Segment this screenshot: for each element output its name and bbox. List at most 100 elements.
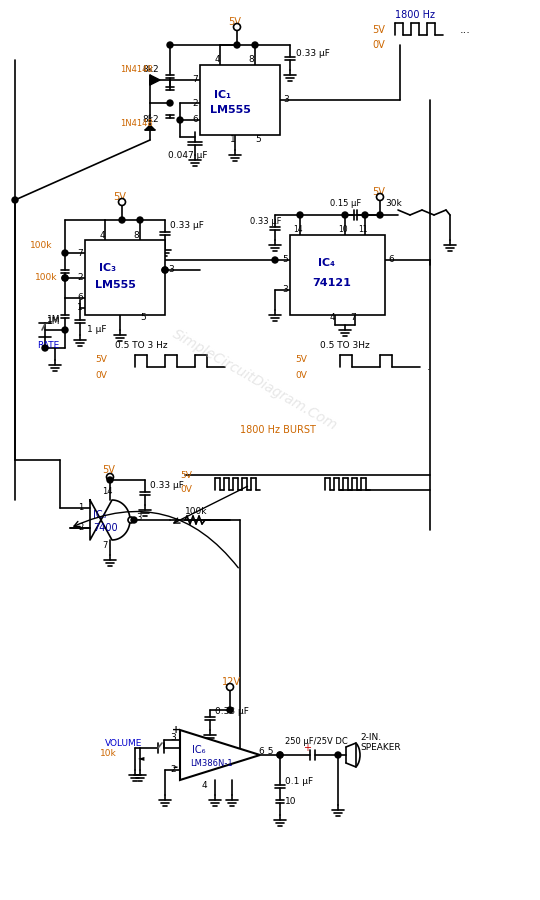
Text: 3: 3 — [282, 285, 288, 294]
Text: 8: 8 — [248, 56, 254, 65]
Text: 0.1 μF: 0.1 μF — [285, 778, 313, 787]
Circle shape — [297, 212, 303, 218]
Text: 0.33 μF: 0.33 μF — [296, 49, 330, 58]
Circle shape — [119, 217, 125, 223]
Circle shape — [62, 275, 68, 281]
Circle shape — [107, 477, 113, 483]
Text: 14: 14 — [293, 226, 302, 235]
Circle shape — [42, 345, 48, 351]
Circle shape — [62, 250, 68, 256]
Text: 100k: 100k — [185, 508, 207, 517]
Text: SimpleCircuitDiagram.Com: SimpleCircuitDiagram.Com — [170, 327, 340, 433]
Text: ...: ... — [460, 25, 471, 35]
Text: 1 μF: 1 μF — [87, 326, 106, 335]
Text: 0.33 μF: 0.33 μF — [215, 707, 249, 716]
Text: 7400: 7400 — [93, 523, 118, 533]
Text: 6: 6 — [388, 256, 394, 265]
Text: 1: 1 — [78, 503, 83, 512]
Circle shape — [342, 212, 348, 218]
Circle shape — [162, 267, 168, 273]
Text: 0.047 μF: 0.047 μF — [168, 150, 207, 159]
Text: 2: 2 — [77, 274, 83, 283]
Text: 4: 4 — [100, 230, 106, 239]
Text: 5: 5 — [262, 748, 273, 757]
Circle shape — [167, 42, 173, 48]
Circle shape — [12, 197, 18, 203]
Circle shape — [167, 100, 173, 106]
Text: 10k: 10k — [100, 749, 117, 758]
Text: 1N4148: 1N4148 — [120, 119, 153, 128]
Text: 30k: 30k — [385, 199, 402, 208]
Text: 1800 Hz BURST: 1800 Hz BURST — [240, 425, 316, 435]
Circle shape — [277, 752, 283, 758]
Circle shape — [226, 683, 233, 690]
Text: 1800 Hz: 1800 Hz — [395, 10, 435, 20]
Circle shape — [377, 212, 383, 218]
Text: 4: 4 — [202, 780, 207, 789]
Text: 250 μF/25V DC: 250 μF/25V DC — [285, 737, 348, 746]
Text: SPEAKER: SPEAKER — [360, 742, 401, 752]
Text: 4: 4 — [330, 313, 336, 322]
Circle shape — [362, 212, 368, 218]
Text: 0V: 0V — [372, 40, 384, 50]
Polygon shape — [180, 730, 260, 780]
Circle shape — [177, 117, 183, 123]
Text: 0.5 TO 3Hz: 0.5 TO 3Hz — [320, 340, 370, 349]
Text: 8k2: 8k2 — [142, 115, 159, 124]
Text: 3: 3 — [283, 95, 289, 104]
Circle shape — [128, 517, 134, 523]
Text: 0V: 0V — [95, 371, 107, 380]
Text: 7: 7 — [350, 313, 356, 322]
Text: 5V: 5V — [372, 187, 385, 197]
Text: 5: 5 — [255, 136, 261, 145]
Text: 0V: 0V — [295, 371, 307, 380]
Circle shape — [137, 217, 143, 223]
Text: LM386N-1: LM386N-1 — [190, 759, 233, 768]
Circle shape — [62, 275, 68, 281]
Text: 4: 4 — [215, 56, 221, 65]
Circle shape — [106, 473, 113, 481]
Text: 1M: 1M — [47, 316, 60, 325]
Text: 2: 2 — [170, 766, 176, 775]
Text: LM555: LM555 — [95, 280, 136, 290]
Text: 5V: 5V — [180, 471, 192, 480]
Text: 5V: 5V — [372, 25, 385, 35]
Polygon shape — [145, 125, 155, 130]
Circle shape — [118, 199, 125, 205]
Text: ◄: ◄ — [138, 753, 145, 762]
Text: 100k: 100k — [30, 240, 52, 249]
Text: 1: 1 — [77, 303, 83, 312]
Text: 7: 7 — [77, 248, 83, 257]
Circle shape — [131, 517, 137, 523]
Text: 12V: 12V — [222, 677, 241, 687]
Text: 5V: 5V — [113, 192, 126, 202]
Circle shape — [277, 752, 283, 758]
Text: IC₁: IC₁ — [214, 90, 231, 100]
Text: IC₃: IC₃ — [99, 263, 116, 273]
Text: RATE: RATE — [37, 340, 59, 349]
Text: 6: 6 — [258, 748, 264, 757]
Text: 5: 5 — [282, 256, 288, 265]
Polygon shape — [150, 75, 160, 85]
Circle shape — [227, 707, 233, 713]
Text: 3: 3 — [170, 734, 176, 742]
Circle shape — [376, 194, 383, 201]
Text: 0.33 μF: 0.33 μF — [150, 482, 184, 490]
Text: 0.5 TO 3 Hz: 0.5 TO 3 Hz — [115, 340, 167, 349]
Text: 5V: 5V — [95, 356, 107, 364]
Text: 8k2: 8k2 — [142, 66, 159, 75]
Text: 7: 7 — [102, 542, 107, 551]
Circle shape — [162, 267, 168, 273]
Text: IC₄: IC₄ — [318, 258, 335, 268]
Text: -: - — [172, 761, 177, 775]
Text: 0.33 μF: 0.33 μF — [250, 217, 281, 226]
Circle shape — [233, 23, 240, 31]
Text: 8: 8 — [133, 230, 139, 239]
Text: .: . — [427, 362, 430, 372]
Text: 5: 5 — [140, 313, 146, 322]
Circle shape — [252, 42, 258, 48]
FancyBboxPatch shape — [85, 240, 165, 315]
Text: 100k: 100k — [35, 274, 57, 283]
Text: 0.15 μF: 0.15 μF — [330, 199, 361, 208]
Text: LM555: LM555 — [210, 105, 251, 115]
